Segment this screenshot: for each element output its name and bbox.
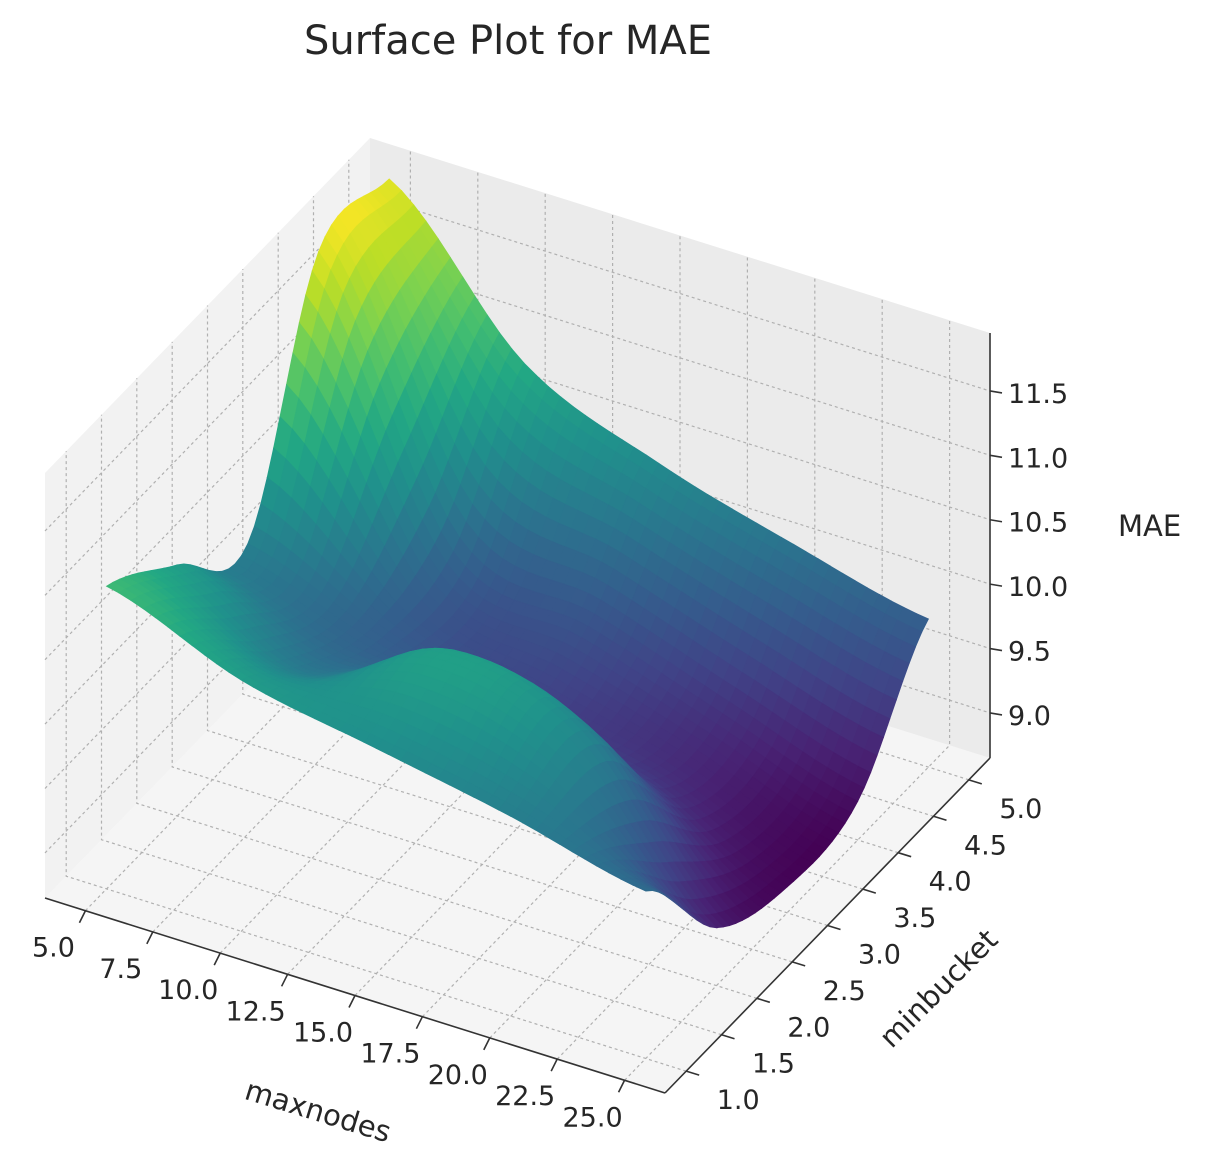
surface-mesh — [105, 178, 930, 929]
y-gridline — [65, 451, 687, 1072]
x-tick — [280, 973, 289, 987]
z-gridline — [44, 259, 991, 596]
chart-title: Surface Plot for MAE — [303, 18, 713, 64]
z-tick — [989, 647, 1003, 652]
x-tick — [483, 1037, 491, 1051]
y-gridline — [136, 378, 757, 999]
x-gridline — [421, 256, 749, 1018]
z-tick — [989, 454, 1003, 459]
z-tick-label: 9.0 — [1008, 701, 1051, 732]
x-gridline — [624, 320, 951, 1081]
x-gridline — [556, 299, 883, 1060]
x-tick-label: 25.0 — [563, 1102, 623, 1133]
z-tick — [989, 712, 1003, 716]
x-gridline — [354, 235, 681, 996]
x-tick-label: 15.0 — [293, 1018, 353, 1049]
x-tick — [213, 952, 221, 966]
z-tick-label: 10.0 — [1008, 572, 1068, 603]
y-tick — [685, 1070, 700, 1076]
y-gridline — [100, 414, 722, 1036]
surface-facet — [631, 884, 654, 892]
z-gridline — [44, 388, 991, 725]
z-tick-label: 9.5 — [1008, 637, 1051, 668]
y-tick-label: 4.5 — [964, 830, 1007, 861]
z-tick — [989, 518, 1003, 523]
z-tick — [989, 390, 1003, 394]
left-pane — [45, 138, 370, 898]
x-tick — [550, 1058, 558, 1072]
z-gridline — [44, 324, 991, 661]
z-tick-label: 11.0 — [1008, 443, 1068, 474]
y-tick — [721, 1033, 735, 1040]
y-tick — [897, 851, 912, 858]
x-tick-label: 10.0 — [158, 975, 218, 1006]
x-tick-label: 22.5 — [495, 1081, 555, 1112]
z-axis-label: MAE — [1118, 509, 1181, 543]
y-gridline — [171, 341, 793, 963]
x-gridline — [219, 193, 546, 954]
z-tick-label: 10.5 — [1008, 508, 1068, 539]
x-tick — [146, 931, 154, 945]
y-tick — [827, 924, 841, 931]
z-gridline — [44, 195, 991, 532]
x-tick — [348, 995, 356, 1008]
x-gridline — [287, 214, 614, 975]
z-tick — [989, 583, 1003, 587]
x-tick-label: 20.0 — [428, 1060, 488, 1091]
x-tick — [415, 1016, 424, 1030]
x-tick-label: 5.0 — [32, 933, 75, 964]
y-tick-label: 5.0 — [999, 794, 1042, 825]
y-tick-label: 1.5 — [752, 1049, 795, 1080]
x-gridline — [489, 277, 816, 1039]
tick-marks: 5.0 7.5 10.0 12.515.017.5 20.022.5 25.0 1.0 1.5… — [32, 379, 1068, 1133]
y-tick — [756, 997, 771, 1004]
x-tick — [617, 1079, 626, 1093]
x-tick-label: 17.5 — [360, 1039, 420, 1070]
y-tick-label: 2.0 — [787, 1012, 830, 1043]
x-tick-label: 12.5 — [226, 996, 286, 1027]
x-tick — [78, 910, 87, 924]
y-tick-label: 3.0 — [858, 940, 901, 971]
y-tick-label: 1.0 — [717, 1085, 760, 1116]
y-tick — [933, 815, 947, 822]
y-tick-label: 3.5 — [893, 903, 936, 934]
y-tick-label: 2.5 — [823, 976, 866, 1007]
x-tick-label: 7.5 — [99, 954, 142, 985]
y-tick — [968, 779, 983, 785]
x-axis-label: maxnodes — [241, 1073, 395, 1150]
y-tick-label: 4.0 — [929, 867, 972, 898]
y-tick — [791, 961, 806, 967]
y-tick — [862, 888, 877, 894]
z-tick-label: 11.5 — [1008, 379, 1068, 410]
